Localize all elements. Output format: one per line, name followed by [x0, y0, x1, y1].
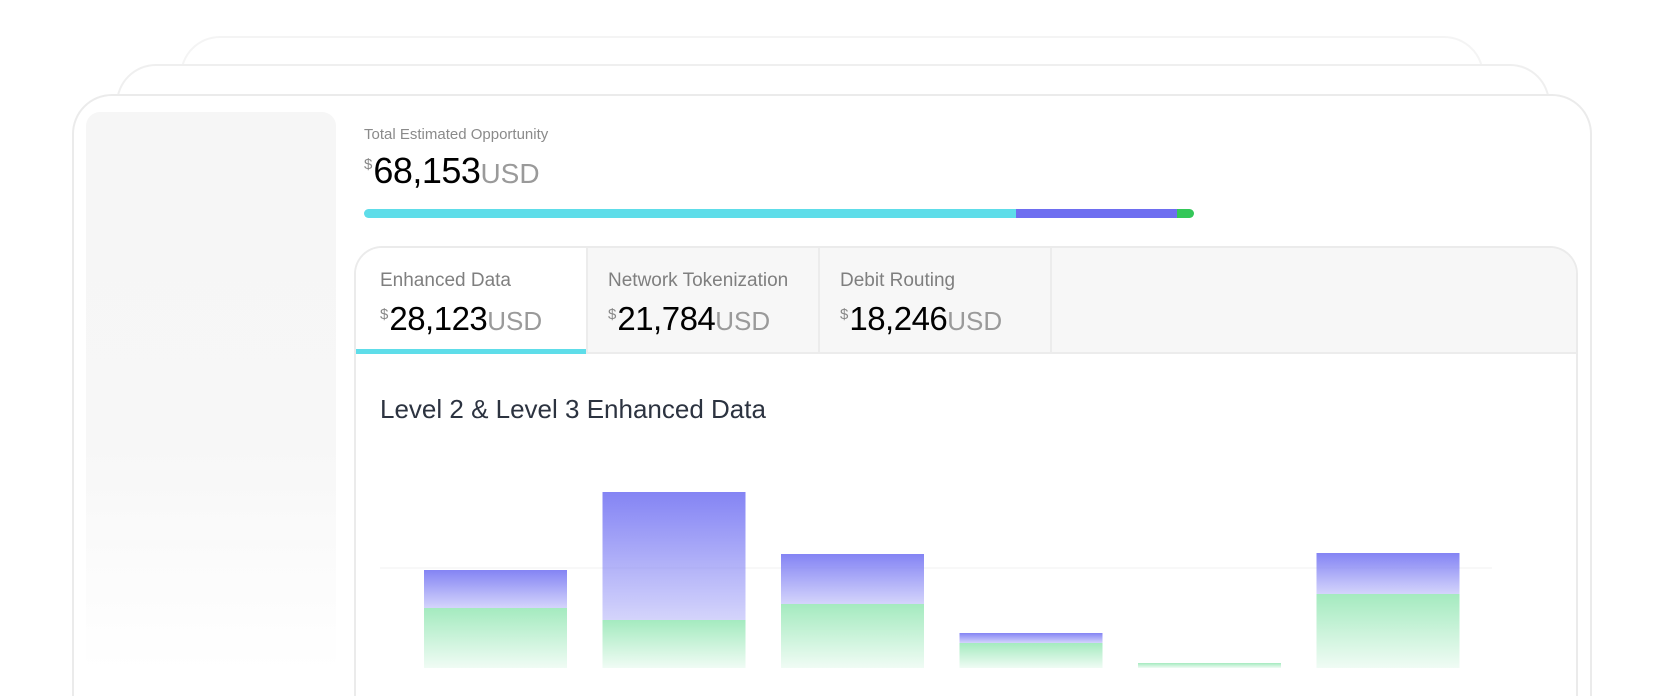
bar-4-segment-1: [959, 643, 1103, 668]
tab-label: Enhanced Data: [380, 270, 511, 291]
tab-label: Network Tokenization: [608, 270, 789, 291]
tab-amount: $28,123USD: [380, 300, 586, 338]
currency-symbol: $: [840, 306, 849, 323]
amount-value: 68,153: [373, 150, 481, 191]
currency-unit: USD: [480, 158, 540, 189]
opportunity-tabs: Enhanced Data $28,123USD Network Tokeniz…: [356, 248, 1576, 354]
currency-unit: USD: [715, 306, 771, 336]
enhanced-data-bar-chart: [380, 492, 1492, 668]
tab-network-tokenization[interactable]: Network Tokenization $21,784USD: [588, 248, 820, 352]
bar-1-segment-1: [424, 608, 567, 668]
opportunity-panel: Enhanced Data $28,123USD Network Tokeniz…: [354, 246, 1578, 696]
bar-2-segment-1: [602, 620, 746, 668]
bar-6-segment-1: [1316, 594, 1460, 668]
tab-debit-routing[interactable]: Debit Routing $18,246USD: [820, 248, 1052, 352]
bar-2-segment-2: [602, 492, 746, 620]
currency-symbol: $: [364, 156, 373, 173]
progress-segment-3: [1177, 209, 1194, 218]
opportunity-progress-bar: [364, 209, 1194, 218]
currency-symbol: $: [380, 306, 389, 323]
tab-enhanced-data[interactable]: Enhanced Data $28,123USD: [356, 248, 588, 354]
dashboard-card: Total Estimated Opportunity $68,153USD E…: [72, 94, 1592, 696]
bar-1-segment-2: [424, 570, 567, 608]
tab-amount: $18,246USD: [840, 300, 1050, 338]
bar-3-segment-2: [781, 554, 924, 604]
total-opportunity-label: Total Estimated Opportunity: [364, 126, 549, 143]
currency-unit: USD: [487, 306, 543, 336]
amount-value: 28,123: [389, 300, 488, 337]
bar-5-segment-1: [1138, 663, 1281, 668]
progress-segment-2: [1015, 209, 1178, 218]
bar-4-segment-2: [959, 633, 1103, 643]
amount-value: 18,246: [849, 300, 948, 337]
amount-value: 21,784: [617, 300, 716, 337]
bar-6-segment-2: [1316, 553, 1460, 594]
tab-label: Debit Routing: [840, 270, 956, 291]
sidebar-placeholder: [86, 112, 336, 672]
tab-amount: $21,784USD: [608, 300, 818, 338]
chart-title: Level 2 & Level 3 Enhanced Data: [380, 394, 766, 424]
progress-segment-1: [364, 209, 1016, 218]
active-tab-indicator: [356, 349, 586, 354]
total-opportunity-amount: $68,153USD: [364, 150, 540, 192]
bar-3-segment-1: [781, 604, 924, 668]
currency-unit: USD: [947, 306, 1003, 336]
currency-symbol: $: [608, 306, 617, 323]
main-content: Total Estimated Opportunity $68,153USD E…: [354, 96, 1590, 696]
